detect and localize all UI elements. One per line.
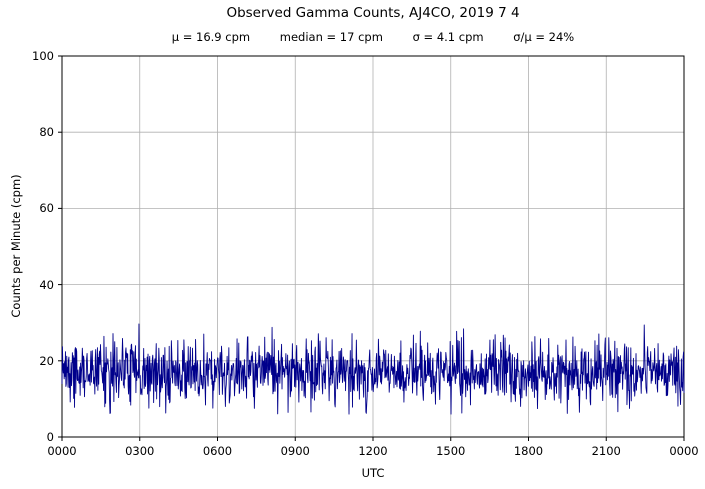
y-tick-label: 0: [46, 430, 54, 444]
x-tick-label: 1200: [358, 444, 388, 458]
x-tick-label: 0900: [280, 444, 310, 458]
x-tick-label: 2100: [591, 444, 621, 458]
stat-mu: μ = 16.9 cpm: [171, 30, 251, 44]
x-tick-label: 1500: [436, 444, 466, 458]
x-tick-label: 1800: [513, 444, 544, 458]
chart-title: Observed Gamma Counts, AJ4CO, 2019 7 4: [226, 5, 520, 21]
y-axis-label: Counts per Minute (cpm): [9, 174, 23, 318]
x-axis-label: UTC: [361, 466, 385, 480]
y-tick-label: 80: [39, 125, 54, 140]
y-tick-label: 20: [39, 353, 54, 368]
stat-sigma-over-mu: σ/μ = 24%: [513, 30, 575, 44]
stat-sigma: σ = 4.1 cpm: [412, 30, 484, 44]
y-tick-label: 100: [32, 49, 54, 63]
chart-stats: μ = 16.9 cpm median = 17 cpm σ = 4.1 cpm…: [62, 30, 684, 44]
x-tick-label: 0300: [125, 444, 155, 458]
x-tick-label: 0600: [202, 444, 233, 458]
data-series: [61, 323, 685, 415]
x-tick-label: 0000: [47, 444, 77, 458]
stat-median: median = 17 cpm: [279, 30, 383, 44]
y-tick-label: 60: [39, 201, 54, 216]
y-tick-label: 40: [39, 277, 54, 292]
x-tick-label: 0000: [669, 444, 699, 458]
